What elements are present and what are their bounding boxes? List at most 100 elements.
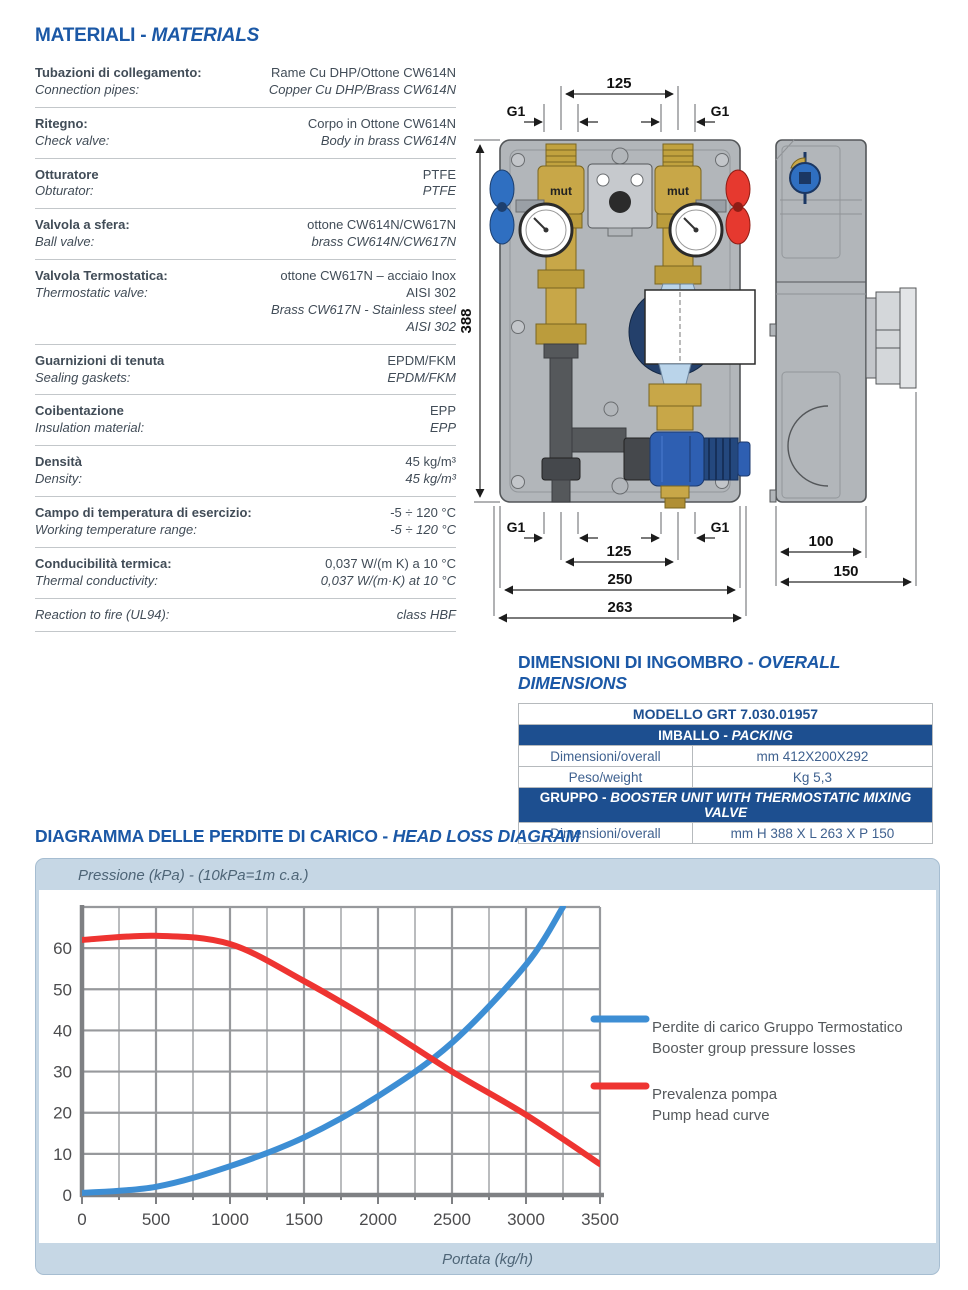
materials-row-values: class HBF xyxy=(397,607,456,624)
materials-text: Insulation material: xyxy=(35,420,145,436)
materials-text: Tubazioni di collegamento: xyxy=(35,65,202,80)
port-label-bottom-right: G1 xyxy=(711,519,730,535)
table-row-model: MODELLO GRT 7.030.01957 xyxy=(518,703,933,725)
materials-text: Body in brass CW614N xyxy=(320,132,456,148)
dim-100: 100 xyxy=(808,533,833,550)
mounting-bracket xyxy=(587,163,653,237)
dimensions-table: MODELLO GRT 7.030.01957 IMBALLO - PACKIN… xyxy=(518,703,934,844)
materials-row: Campo di temperatura di esercizio: Workin… xyxy=(35,497,456,548)
materials-text: ottone CW614N/CW617N xyxy=(307,217,456,233)
chart-title-main: DIAGRAMMA DELLE PERDITE DI CARICO - xyxy=(35,826,389,846)
dimensions-section: DIMENSIONI DI INGOMBRO - OVERALL DIMENSI… xyxy=(518,652,934,844)
materials-row: Tubazioni di collegamento: Connection pip… xyxy=(35,57,456,108)
packing-header-cell: IMBALLO - PACKING xyxy=(518,724,933,746)
head-loss-chart-panel: Pressione (kPa) - (10kPa=1m c.a.) 0 500 10… xyxy=(35,858,940,1275)
materials-text: 45 kg/m³ xyxy=(405,454,456,470)
pressure-gauge-right xyxy=(668,202,724,258)
y-tick-label: 50 xyxy=(53,980,72,999)
materials-row-values: EPDM/FKM EPDM/FKM xyxy=(387,353,456,387)
y-tick-label: 20 xyxy=(53,1104,72,1123)
head-loss-chart: 0 500 1000 1500 2000 2500 3000 3500 0 10 20 30 40 50 6… xyxy=(53,905,903,1229)
technical-drawing: 125 G1 G1 388 xyxy=(458,72,963,627)
materials-title: MATERIALI - MATERIALS xyxy=(35,25,456,47)
materials-text: Coibentazione xyxy=(35,403,124,419)
materials-text: Brass CW617N - Stainless steel AISI 302 xyxy=(271,301,456,334)
table-row-packing-header: IMBALLO - PACKING xyxy=(518,724,933,746)
dim-263: 263 xyxy=(607,599,632,616)
return-pipe xyxy=(541,357,627,503)
x-tick-label: 2500 xyxy=(433,1210,471,1229)
side-valve-knob xyxy=(789,152,821,204)
materials-text: Obturator: xyxy=(35,183,94,199)
materials-text: EPP xyxy=(429,420,456,436)
dim-150: 150 xyxy=(833,563,858,580)
materials-row-labels: Tubazioni di collegamento: Connection pip… xyxy=(35,65,202,99)
pump-label-box xyxy=(644,289,756,365)
row-label: Peso/weight xyxy=(518,766,693,788)
legend-label-line1: Perdite di carico Gruppo Termostatico xyxy=(652,1019,903,1036)
row-value: mm 412X200X292 xyxy=(691,745,934,767)
group-header-italic: BOOSTER UNIT WITH THERMOSTATIC MIXING VA… xyxy=(610,790,912,820)
materials-text: Sealing gaskets: xyxy=(35,369,131,385)
materials-row-labels: Valvola a sfera: Ball valve: xyxy=(35,217,130,251)
materials-text: Campo di temperatura di esercizio: xyxy=(35,505,252,521)
chart-plot-area: 0 500 1000 1500 2000 2500 3000 3500 0 10 20 30 40 50 6… xyxy=(39,890,936,1243)
materials-text: EPDM/FKM xyxy=(387,352,456,368)
materials-text: 0,037 W/(m·K) at 10 °C xyxy=(320,572,456,588)
materials-text: 45 kg/m³ xyxy=(405,471,456,487)
materials-row-labels: Reaction to fire (UL94): xyxy=(35,607,169,624)
series-curve-1 xyxy=(82,932,600,1168)
materials-text: EPDM/FKM xyxy=(387,369,456,385)
dim-125-top: 125 xyxy=(606,75,631,92)
dimensions-title: DIMENSIONI DI INGOMBRO - OVERALL DIMENSI… xyxy=(518,652,933,694)
brand-label-left: mut xyxy=(550,184,572,198)
side-pump-flange xyxy=(865,287,917,389)
dimensions-title-italic: OVERALL DIMENSIONS xyxy=(518,652,840,693)
y-tick-label: 30 xyxy=(53,1063,72,1082)
table-row: Dimensioni/overall mm 412X200X292 xyxy=(518,745,934,767)
materials-text: Conducibilità termica: xyxy=(35,555,172,571)
materials-text: 0,037 W/(m K) a 10 °C xyxy=(325,555,456,571)
materials-row-values: 45 kg/m³ 45 kg/m³ xyxy=(405,454,456,488)
series-curve-0 xyxy=(82,906,566,1196)
materials-text: Working temperature range: xyxy=(35,521,197,537)
row-value: Kg 5,3 xyxy=(691,766,934,788)
materials-text: -5 ÷ 120 °C xyxy=(390,505,456,521)
front-view: 125 G1 G1 388 xyxy=(458,75,756,623)
materials-row-values: Corpo in Ottone CW614N Body in brass CW61… xyxy=(308,116,456,150)
booster-unit-drawing: 125 G1 G1 388 xyxy=(458,75,917,623)
packing-header-italic: PACKING xyxy=(731,727,793,743)
chart-x-axis-title: Portata (kg/h) xyxy=(442,1251,533,1268)
materials-text: Density: xyxy=(35,471,82,487)
materials-row: Densità Density: 45 kg/m³ 45 kg/m³ xyxy=(35,446,456,498)
packing-header-main: IMBALLO - xyxy=(658,727,728,743)
materials-text: Reaction to fire (UL94): xyxy=(35,606,170,622)
y-tick-label: 0 xyxy=(63,1186,72,1205)
materials-text: PTFE xyxy=(422,183,456,199)
materials-row-labels: Ritegno: Check valve: xyxy=(35,116,109,150)
materials-text: class HBF xyxy=(396,606,456,622)
materials-row-values: EPP EPP xyxy=(430,403,456,437)
materials-text: Corpo in Ottone CW614N xyxy=(307,115,456,131)
dim-250: 250 xyxy=(607,571,632,588)
materials-text: PTFE xyxy=(422,166,456,182)
materials-row-values: ottone CW614N/CW617N brass CW614N/CW617N xyxy=(307,217,456,251)
group-header-cell: GRUPPO - BOOSTER UNIT WITH THERMOSTATIC … xyxy=(518,787,933,823)
chart-title: DIAGRAMMA DELLE PERDITE DI CARICO - HEAD… xyxy=(35,826,580,847)
materials-text: Rame Cu DHP/Ottone CW614N xyxy=(271,65,456,80)
x-tick-label: 1500 xyxy=(285,1210,323,1229)
port-label-top-right: G1 xyxy=(711,103,730,119)
materials-text: brass CW614N/CW617N xyxy=(311,234,457,250)
materials-row-labels: Otturatore Obturator: xyxy=(35,167,99,201)
port-label-top-left: G1 xyxy=(507,103,526,119)
table-row: Dimensioni/overall mm H 388 X L 263 X P … xyxy=(518,822,934,844)
model-cell: MODELLO GRT 7.030.01957 xyxy=(518,703,933,725)
red-handle xyxy=(695,169,751,245)
row-label: Dimensioni/overall xyxy=(518,745,693,767)
thermostatic-mixing-valve xyxy=(623,431,751,509)
y-tick-label: 60 xyxy=(53,939,72,958)
materials-row-labels: Coibentazione Insulation material: xyxy=(35,403,144,437)
group-header-main: GRUPPO - xyxy=(539,790,607,805)
y-tick-label: 40 xyxy=(53,1021,72,1040)
x-tick-label: 3500 xyxy=(581,1210,619,1229)
